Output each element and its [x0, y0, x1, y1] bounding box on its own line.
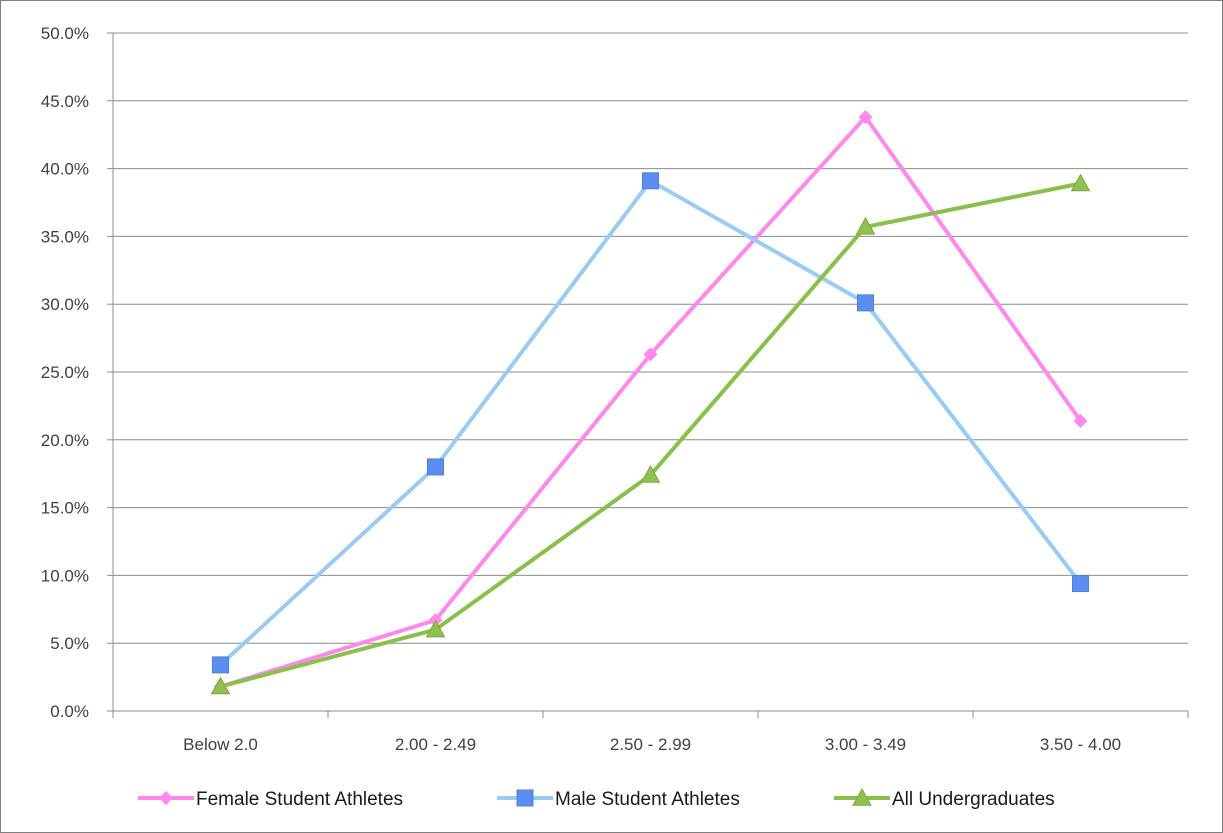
data-point-triangle: [210, 676, 231, 695]
y-axis-tick-labels: 0.0% 5.0% 10.0% 15.0% 20.0% 25.0% 30.0% 35.0% 40…: [41, 24, 89, 721]
legend-label: All Undergraduates: [892, 789, 1055, 810]
series-lines: [219, 115, 1083, 689]
data-point-diamond: [643, 347, 658, 362]
y-tick-label: 5.0%: [50, 634, 89, 653]
y-tick-label: 25.0%: [41, 363, 89, 382]
y-tick-label: 40.0%: [41, 160, 89, 179]
y-tick-label: 10.0%: [41, 566, 89, 585]
y-tick-label: 20.0%: [41, 431, 89, 450]
x-tick-label: 3.00 - 3.49: [825, 735, 906, 754]
gridlines: [113, 32, 1188, 644]
data-point-square: [427, 458, 444, 476]
data-point-triangle: [855, 216, 876, 235]
x-tick-label: 2.50 - 2.99: [610, 735, 691, 754]
data-point-diamond: [858, 110, 873, 125]
y-tick-label: 50.0%: [41, 24, 89, 43]
legend: Female Student Athletes Male Student Athl…: [138, 787, 1055, 810]
x-tick-label: 3.50 - 4.00: [1040, 735, 1121, 754]
legend-label: Female Student Athletes: [196, 789, 403, 810]
data-point-square: [212, 656, 229, 674]
legend-marker-diamond: [159, 791, 173, 805]
y-tick-label: 45.0%: [41, 92, 89, 111]
data-point-square: [1072, 575, 1089, 593]
legend-item: All Undergraduates: [834, 787, 1055, 810]
x-tick-label: 2.00 - 2.49: [395, 735, 476, 754]
y-tick-label: 35.0%: [41, 227, 89, 246]
x-axis-tick-labels: Below 2.0 2.00 - 2.49 2.50 - 2.99 3.00 - 3.…: [183, 735, 1121, 754]
data-point-diamond: [1073, 413, 1088, 428]
data-point-triangle: [1070, 173, 1091, 192]
series-line-1: [219, 178, 1083, 667]
legend-marker-triangle: [852, 787, 872, 806]
data-point-triangle: [640, 465, 661, 483]
series-line-2: [219, 181, 1081, 689]
x-tick-label: Below 2.0: [183, 735, 258, 754]
series-line-0: [219, 115, 1083, 689]
y-tick-label: 0.0%: [50, 702, 89, 721]
legend-label: Male Student Athletes: [555, 789, 740, 810]
data-point-square: [857, 294, 874, 312]
series-markers: [210, 110, 1091, 695]
y-tick-label: 30.0%: [41, 295, 89, 314]
legend-item: Female Student Athletes: [138, 789, 403, 810]
axes: [107, 32, 1189, 718]
legend-marker-square: [516, 789, 534, 807]
y-tick-label: 15.0%: [41, 499, 89, 518]
data-point-triangle: [425, 619, 446, 638]
legend-item: Male Student Athletes: [497, 789, 740, 810]
data-point-square: [642, 172, 659, 190]
